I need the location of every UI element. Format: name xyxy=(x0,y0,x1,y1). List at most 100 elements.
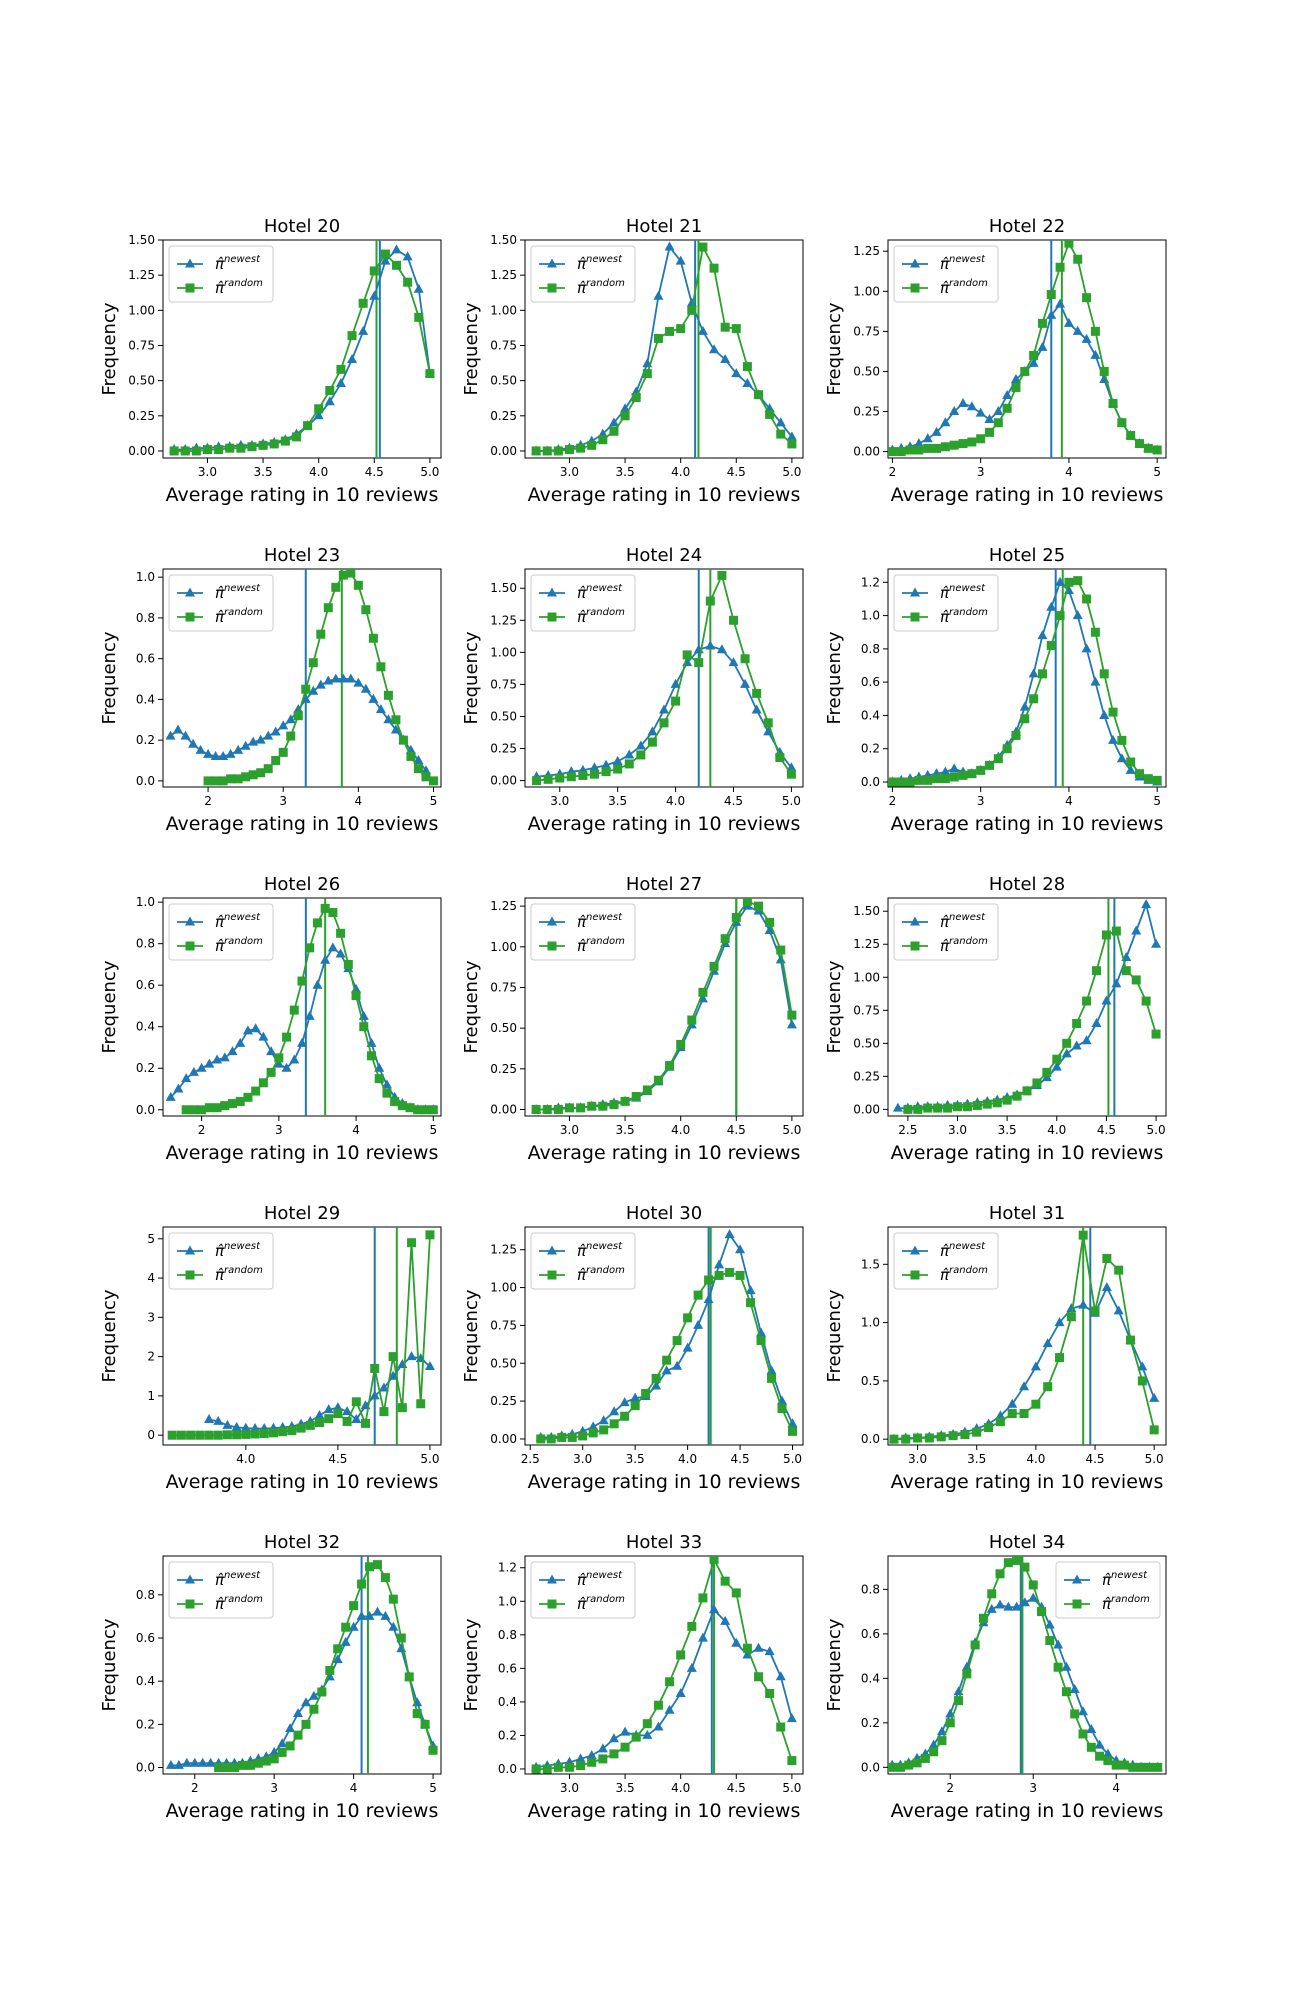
plot-title: Hotel 28 xyxy=(989,874,1065,895)
data-point-random xyxy=(1045,1636,1055,1646)
data-point-newest xyxy=(786,1713,797,1723)
y-tick-label: 1.00 xyxy=(490,940,517,954)
data-point-random xyxy=(1031,1399,1041,1409)
data-point-random xyxy=(564,1103,574,1113)
data-point-newest xyxy=(340,1636,351,1646)
plot-title: Hotel 34 xyxy=(989,1532,1065,1553)
x-axis-label: Average rating in 10 reviews xyxy=(166,813,439,835)
data-point-newest xyxy=(619,1397,630,1407)
data-point-random xyxy=(314,1418,324,1428)
data-point-random xyxy=(226,774,236,784)
y-axis-label: Frequency xyxy=(461,631,482,724)
data-point-newest xyxy=(931,426,942,436)
data-point-random xyxy=(698,987,708,997)
subplot-4: Hotel 23 2 3 4 5 0.0 0.2 0.4 0.6 0.8 1.0 Average ra… xyxy=(99,545,442,835)
legend-label-sup-random: random xyxy=(224,1265,263,1276)
legend-label-sup-newest: newest xyxy=(224,912,261,923)
y-axis-label: Frequency xyxy=(99,1289,120,1382)
data-point-random xyxy=(370,1363,380,1373)
x-tick-label: 2 xyxy=(889,794,897,808)
data-point-newest xyxy=(1071,1040,1082,1050)
data-point-newest xyxy=(258,1031,269,1041)
y-tick-label: 1.00 xyxy=(853,284,880,298)
data-point-random xyxy=(228,1099,237,1109)
subplot-15: Hotel 34 2 3 4 0.0 0.2 0.4 0.6 0.8 Average rating… xyxy=(824,1532,1167,1822)
data-point-random xyxy=(555,773,565,783)
data-point-random xyxy=(590,769,599,779)
data-point-newest xyxy=(703,1294,714,1304)
axes-frame xyxy=(162,897,442,1117)
x-tick-label: 4.5 xyxy=(328,1452,347,1466)
legend-marker-random xyxy=(910,283,920,293)
x-tick-label: 3.5 xyxy=(616,1123,635,1137)
data-point-random xyxy=(913,1104,923,1114)
data-point-random xyxy=(204,1103,214,1113)
data-point-random xyxy=(972,1427,982,1437)
legend-label-sup-random: random xyxy=(949,278,988,289)
y-tick-label: 1.00 xyxy=(490,303,517,317)
y-tick-label: 0.6 xyxy=(498,1661,517,1675)
data-point-newest xyxy=(281,1062,292,1072)
y-tick-label: 0.25 xyxy=(853,405,880,419)
data-point-newest xyxy=(1007,1398,1018,1408)
data-point-random xyxy=(374,1074,384,1084)
data-point-newest xyxy=(197,1757,208,1767)
data-point-random xyxy=(1037,318,1047,328)
data-point-newest xyxy=(413,755,424,765)
data-point-random xyxy=(420,1719,430,1729)
plot-title: Hotel 21 xyxy=(626,216,702,237)
data-point-random xyxy=(929,1747,939,1757)
data-point-newest xyxy=(342,1406,353,1416)
data-point-random xyxy=(357,1579,367,1589)
data-point-random xyxy=(620,1742,630,1752)
data-point-newest xyxy=(720,354,731,364)
data-point-random xyxy=(631,1091,641,1101)
data-point-random xyxy=(765,409,775,419)
subplot-2: Hotel 21 3.0 3.5 4.0 4.5 5.0 0.00 0.25 0.50 0.75 1… xyxy=(461,216,804,506)
legend-label-sup-newest: newest xyxy=(586,1241,623,1252)
data-point-random xyxy=(167,1430,177,1440)
data-point-newest xyxy=(165,730,176,740)
data-point-random xyxy=(258,440,268,450)
data-point-newest xyxy=(278,720,289,730)
y-tick-label: 0.5 xyxy=(861,1374,880,1388)
data-point-random xyxy=(1111,926,1121,936)
y-tick-label: 0.6 xyxy=(136,652,155,666)
data-point-random xyxy=(557,1432,567,1442)
data-point-random xyxy=(725,1267,735,1277)
y-tick-label: 0.50 xyxy=(853,1036,880,1050)
data-point-random xyxy=(214,1763,224,1773)
x-tick-label: 5 xyxy=(429,1123,437,1137)
data-point-random xyxy=(714,1270,724,1280)
data-point-random xyxy=(1141,996,1151,1006)
subplot-12: Hotel 31 3.0 3.5 4.0 4.5 5.0 0.0 0.5 1.0 1.5 Avera… xyxy=(824,1203,1167,1493)
x-axis-label: Average rating in 10 reviews xyxy=(891,1142,1164,1164)
axes-frame xyxy=(887,239,1167,459)
data-point-newest xyxy=(724,1229,735,1239)
legend-marker-random xyxy=(547,283,557,293)
y-tick-label: 0.0 xyxy=(136,1761,155,1775)
data-point-random xyxy=(954,1696,964,1706)
data-point-random xyxy=(659,718,669,728)
y-axis-label: Frequency xyxy=(824,631,845,724)
data-point-newest xyxy=(323,1404,334,1414)
data-point-random xyxy=(343,959,353,969)
legend-label-sup-random: random xyxy=(224,607,263,618)
data-point-random xyxy=(631,393,641,403)
data-point-random xyxy=(312,918,322,928)
data-point-random xyxy=(1011,382,1021,392)
data-point-random xyxy=(1153,1762,1163,1772)
data-point-random xyxy=(705,596,715,606)
data-point-random xyxy=(333,1409,343,1419)
data-point-random xyxy=(367,1051,376,1061)
x-tick-label: 3.0 xyxy=(560,1781,579,1795)
data-point-random xyxy=(609,1100,619,1110)
legend-label-sup-newest: newest xyxy=(224,583,261,594)
data-point-newest xyxy=(273,1058,284,1068)
x-tick-label: 3 xyxy=(275,1123,283,1137)
data-point-newest xyxy=(672,1360,683,1370)
x-tick-label: 3.5 xyxy=(608,794,627,808)
